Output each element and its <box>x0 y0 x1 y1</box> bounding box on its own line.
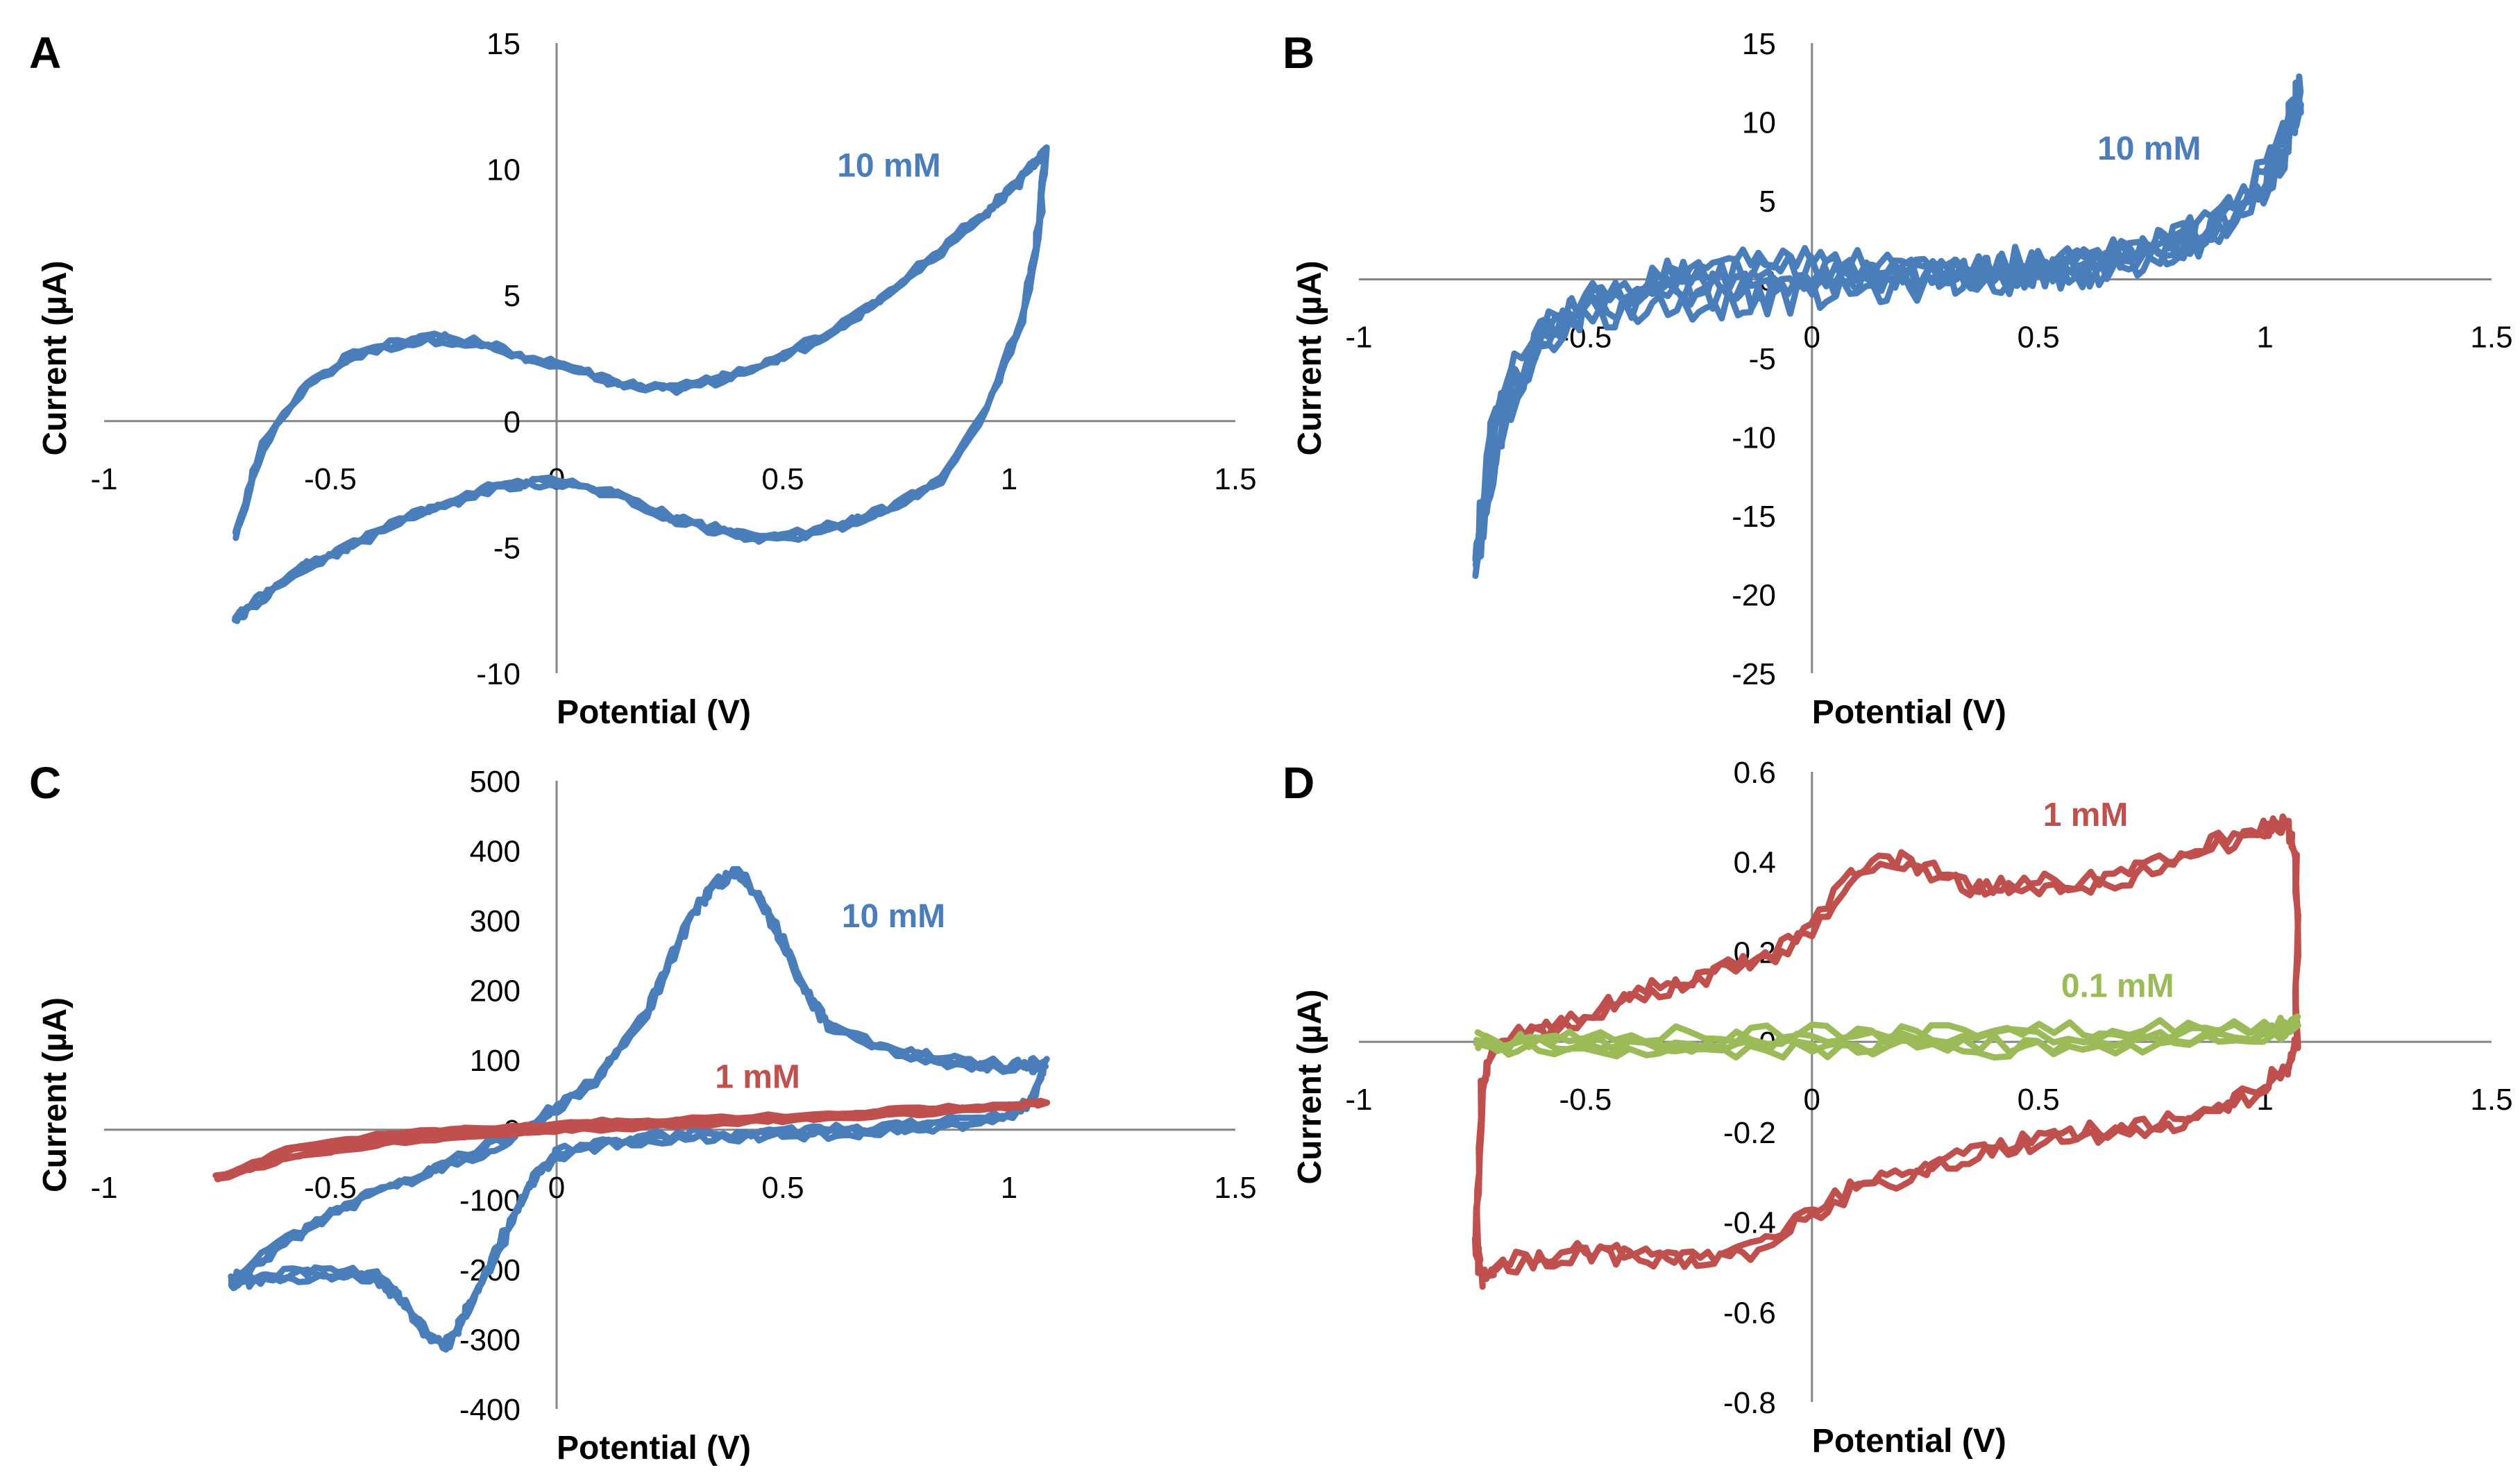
panel-letter-d: D <box>1283 758 1314 808</box>
panel-b-y-tick-label: -5 <box>1749 342 1776 376</box>
panel-d-y-axis-title: Current (µA) <box>1292 990 1328 1185</box>
panel-c-y-axis-title: Current (µA) <box>37 997 74 1192</box>
panel-a-y-axis-title: Current (µA) <box>37 261 74 456</box>
panel-c-series-2-cycle-3 <box>212 1097 1051 1181</box>
panel-a-y-tick-label: 0 <box>504 405 521 439</box>
panel-a-x-tick-label: -1 <box>90 462 117 496</box>
panel-b-y-tick-label: -15 <box>1732 500 1776 534</box>
panel-b-y-tick-label: -20 <box>1732 579 1776 613</box>
panel-c-x-axis-title: Potential (V) <box>557 1430 751 1467</box>
panel-d-series-2-cycle-2 <box>1474 1013 2301 1056</box>
panel-b-x-tick-label: 0.5 <box>2018 321 2060 355</box>
panel-a-x-tick-label: -0.5 <box>304 462 357 496</box>
panel-b-x-axis-title: Potential (V) <box>1812 694 2006 731</box>
panel-b-y-axis-title: Current (µA) <box>1292 261 1328 456</box>
panel-c-y-tick-label: 500 <box>470 765 521 799</box>
panel-b-x-tick-label: 1 <box>2256 321 2273 355</box>
panel-c-x-tick-label: -0.5 <box>304 1171 357 1205</box>
panel-a-y-tick-label: -10 <box>476 657 521 691</box>
panel-b-y-tick-label: 5 <box>1759 185 1775 219</box>
panel-c-x-tick-label: 1.5 <box>1214 1171 1256 1205</box>
panel-a-series-1-cycle-3 <box>232 144 1050 621</box>
panel-a-y-tick-label: 5 <box>504 279 521 313</box>
panel-b-y-tick-label: -25 <box>1732 657 1776 691</box>
panel-c-y-tick-label: 100 <box>470 1044 521 1078</box>
panel-b-x-tick-label: -1 <box>1345 321 1372 355</box>
panel-c-x-tick-label: 1 <box>1001 1171 1017 1205</box>
panel-c-y-tick-label: 300 <box>470 904 521 938</box>
panel-d-x-tick-label: 0.5 <box>2018 1083 2060 1117</box>
panel-d-y-tick-label: -0.2 <box>1723 1116 1776 1150</box>
panel-a-x-axis-title: Potential (V) <box>557 694 751 731</box>
panel-d-series-1-cycle-2 <box>1472 813 2301 1281</box>
panel-c-series-label: 10 mM <box>842 898 945 935</box>
panel-a-x-tick-label: 0.5 <box>761 462 804 496</box>
panel-c-y-tick-label: -300 <box>459 1323 521 1357</box>
panel-b-x-tick-label: 0 <box>1804 321 1820 355</box>
panel-a-y-tick-label: -5 <box>493 531 521 565</box>
panel-b-y-tick-label: -10 <box>1732 421 1776 455</box>
panel-d-x-axis-title: Potential (V) <box>1812 1423 2006 1460</box>
panel-b-y-tick-label: 15 <box>1742 27 1776 61</box>
panel-c-y-tick-label: 200 <box>470 974 521 1008</box>
panel-d-y-tick-label: 0.4 <box>1734 846 1776 880</box>
panel-letter-b: B <box>1283 28 1314 78</box>
panel-letter-a: A <box>29 28 61 78</box>
panel-b-x-tick-label: 1.5 <box>2470 321 2512 355</box>
panel-d-series-label: 1 mM <box>2043 797 2129 834</box>
panel-c-y-tick-label: 400 <box>470 835 521 869</box>
panel-c-y-tick-label: -400 <box>459 1393 521 1427</box>
panel-d-y-tick-label: -0.8 <box>1723 1386 1776 1420</box>
panel-letter-c: C <box>29 758 61 808</box>
panel-b-series-label: 10 mM <box>2097 130 2201 167</box>
panel-c-x-tick-label: 0.5 <box>761 1171 804 1205</box>
panel-d-x-tick-label: -1 <box>1345 1083 1372 1117</box>
panel-a-y-tick-label: 15 <box>487 27 521 61</box>
panel-d-series-label: 0.1 mM <box>2061 967 2174 1004</box>
panel-a-series-label: 10 mM <box>837 147 940 184</box>
panel-a-y-tick-label: 10 <box>487 153 521 187</box>
panel-a-x-tick-label: 1 <box>1001 462 1017 496</box>
panel-d-x-tick-label: -0.5 <box>1559 1083 1612 1117</box>
panel-d-y-tick-label: -0.6 <box>1723 1296 1776 1330</box>
panel-d-y-tick-label: 0.6 <box>1734 756 1776 790</box>
panel-a-x-tick-label: 1.5 <box>1214 462 1256 496</box>
panel-c-chart: -1 -0.5 0 0.5 1 1.5-400-300-200-1000100200300… <box>37 765 1257 1467</box>
panel-d-x-tick-label: 0 <box>1804 1083 1820 1117</box>
panel-c-series-label: 1 mM <box>715 1058 800 1095</box>
panel-c-y-tick-label: -100 <box>459 1183 521 1217</box>
panel-b-y-tick-label: 10 <box>1742 106 1776 140</box>
panel-d-x-tick-label: 1.5 <box>2470 1083 2512 1117</box>
panel-b-series-1-cycle-3 <box>1472 73 2304 568</box>
panel-c-x-tick-label: 0 <box>548 1171 565 1205</box>
panel-d-chart: -1 -0.5 0 0.5 1 1.5-0.8-0.6-0.4-0.200.20.40.6… <box>1292 756 2513 1460</box>
panel-c-x-tick-label: -1 <box>90 1171 117 1205</box>
